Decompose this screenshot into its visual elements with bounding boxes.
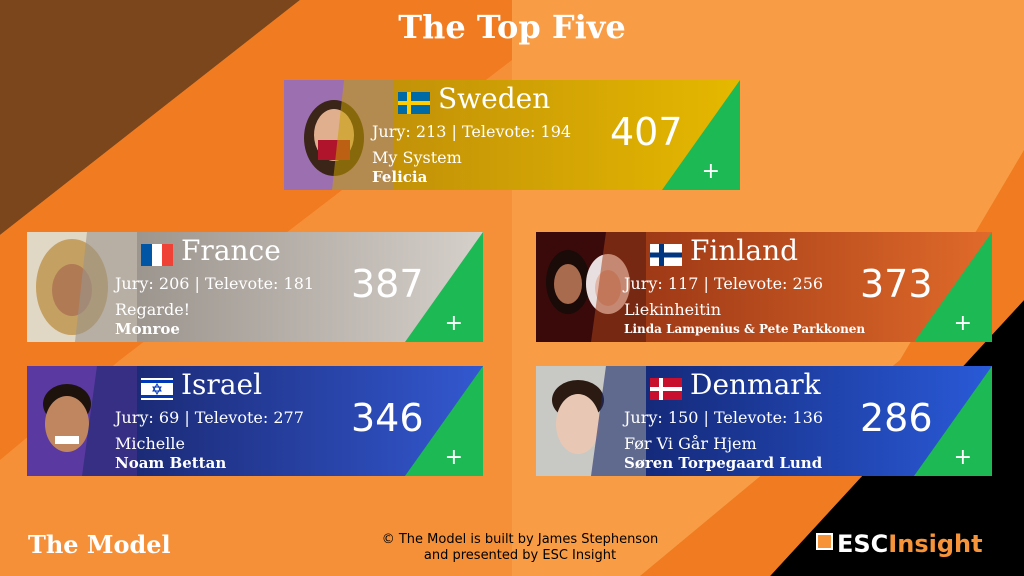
- total-score: 387: [351, 262, 424, 306]
- plus-icon[interactable]: +: [953, 311, 972, 336]
- plus-icon[interactable]: +: [444, 311, 463, 336]
- score-breakdown: Jury: 213 | Televote: 194: [372, 122, 572, 141]
- artist-name: Felicia: [372, 168, 428, 186]
- country-name: Israel: [181, 368, 263, 401]
- artist-name: Monroe: [115, 320, 180, 338]
- plus-icon[interactable]: +: [953, 445, 972, 470]
- plus-icon[interactable]: +: [701, 159, 720, 184]
- france-flag-icon: [141, 244, 173, 266]
- card-france[interactable]: France Jury: 206 | Televote: 181 387 Reg…: [27, 232, 483, 342]
- country-name: Denmark: [690, 368, 821, 401]
- finland-flag-icon: [650, 244, 682, 266]
- score-breakdown: Jury: 117 | Televote: 256: [624, 274, 824, 293]
- song-title: Før Vi Går Hjem: [624, 434, 757, 453]
- song-title: Liekinheitin: [624, 300, 722, 319]
- model-label: The Model: [28, 530, 171, 559]
- logo-mark-icon: [816, 533, 833, 550]
- country-name: Sweden: [438, 82, 551, 115]
- artist-name: Linda Lampenius & Pete Parkkonen: [624, 322, 866, 336]
- artist-photo: [536, 366, 646, 476]
- card-denmark[interactable]: Denmark Jury: 150 | Televote: 136 286 Fø…: [536, 366, 992, 476]
- sweden-flag-icon: [398, 92, 430, 114]
- plus-icon[interactable]: +: [444, 445, 463, 470]
- total-score: 373: [860, 262, 933, 306]
- score-breakdown: Jury: 69 | Televote: 277: [115, 408, 304, 427]
- esc-insight-logo: ESCInsight: [816, 530, 983, 558]
- score-breakdown: Jury: 206 | Televote: 181: [115, 274, 315, 293]
- denmark-flag-icon: [650, 378, 682, 400]
- credit-text: © The Model is built by James Stephenson…: [340, 532, 700, 564]
- artist-name: Søren Torpegaard Lund: [624, 454, 823, 472]
- credit-line-1: © The Model is built by James Stephenson: [381, 532, 659, 547]
- total-score: 346: [351, 396, 424, 440]
- artist-photo: [27, 366, 137, 476]
- country-name: Finland: [690, 234, 799, 267]
- song-title: My System: [372, 148, 462, 167]
- song-title: Michelle: [115, 434, 185, 453]
- total-score: 286: [860, 396, 933, 440]
- card-finland[interactable]: Finland Jury: 117 | Televote: 256 373 Li…: [536, 232, 992, 342]
- page-title: The Top Five: [398, 8, 626, 46]
- card-israel[interactable]: Israel Jury: 69 | Televote: 277 346 Mich…: [27, 366, 483, 476]
- artist-name: Noam Bettan: [115, 454, 227, 472]
- logo-esc: ESC: [837, 530, 889, 558]
- card-sweden[interactable]: Sweden Jury: 213 | Televote: 194 407 My …: [284, 80, 740, 190]
- credit-line-2: and presented by ESC Insight: [423, 548, 617, 563]
- score-breakdown: Jury: 150 | Televote: 136: [624, 408, 824, 427]
- total-score: 407: [610, 110, 683, 154]
- artist-photo: [536, 232, 646, 342]
- israel-flag-icon: [141, 378, 173, 400]
- artist-photo: [27, 232, 137, 342]
- song-title: Regarde!: [115, 300, 191, 319]
- artist-photo: [284, 80, 394, 190]
- country-name: France: [181, 234, 281, 267]
- logo-insight: Insight: [888, 530, 983, 558]
